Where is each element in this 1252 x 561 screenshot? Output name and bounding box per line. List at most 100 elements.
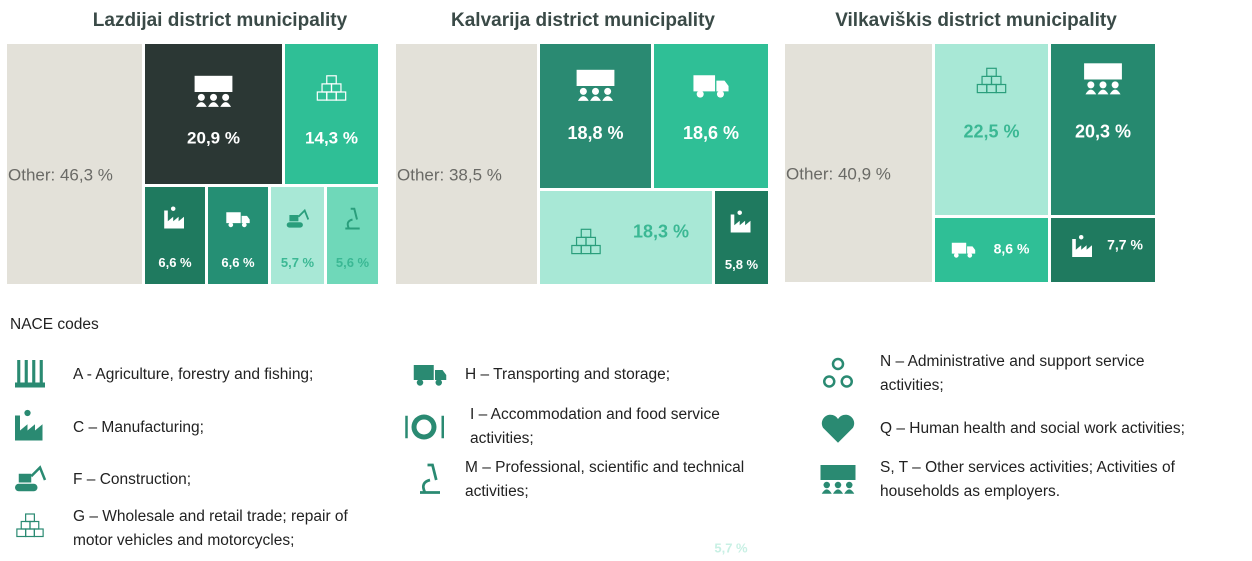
icon-part: [821, 489, 832, 494]
icon-part: [831, 357, 845, 371]
icon: [316, 75, 347, 101]
tile-label: 20,9 %: [187, 128, 240, 147]
treemap-tile: [145, 44, 282, 184]
tile-label: 18,8 %: [567, 123, 623, 143]
treemap-tile: [785, 44, 932, 282]
legend-text: N – Administrative and support service: [880, 353, 1144, 370]
icon-part: [716, 90, 724, 98]
icon-part: [228, 222, 234, 228]
icon-part: [951, 242, 976, 254]
legend-text: H – Transporting and storage;: [465, 366, 670, 383]
icon: [286, 208, 310, 228]
icon-part: [164, 210, 184, 229]
icon-part: [590, 96, 601, 101]
treemap-tile: [1051, 218, 1155, 282]
treemap-tile: [7, 44, 142, 284]
icon-part: [1111, 81, 1119, 89]
icon: [821, 414, 855, 443]
tile-label: Other: 46,3 %: [8, 165, 113, 184]
legend-text: G – Wholesale and retail trade; repair o…: [73, 508, 349, 525]
icon-part: [30, 465, 47, 481]
icon: [413, 365, 447, 386]
icon: [15, 360, 45, 388]
icon: [405, 414, 444, 440]
chart-title: Vilkaviškis district municipality: [835, 10, 1117, 31]
icon-part: [1085, 89, 1097, 95]
icon-part: [194, 75, 233, 92]
annotation: 5,7 %: [714, 540, 748, 555]
icon-part: [844, 489, 855, 494]
icon-part: [24, 409, 31, 417]
icon-part: [197, 93, 205, 101]
icon-part: [420, 463, 440, 494]
tile-label: 5,7 %: [281, 255, 315, 270]
icon-part: [18, 473, 32, 483]
chart-title: Kalvarija district municipality: [451, 10, 715, 31]
icon-part: [15, 415, 43, 441]
icon-part: [1099, 81, 1107, 89]
icon-part: [577, 96, 589, 101]
treemap-tile: [285, 44, 378, 184]
icon-part: [286, 222, 303, 228]
tile-label: 8,6 %: [994, 241, 1030, 257]
tile-label: 7,7 %: [1107, 237, 1143, 253]
icon-part: [335, 91, 347, 101]
tile-label: 14,3 %: [305, 128, 358, 147]
icon-part: [405, 415, 408, 439]
icon: [571, 228, 601, 255]
icon: [1084, 63, 1122, 95]
treemap-tile: [540, 44, 651, 188]
icon-part: [222, 93, 230, 101]
legend-text: F – Construction;: [73, 471, 191, 488]
icon-part: [579, 87, 587, 95]
icon: [16, 513, 44, 538]
legend-text: households as employers.: [880, 483, 1060, 500]
treemap-tile: [327, 187, 378, 284]
legend-title: NACE codes: [10, 316, 99, 333]
icon-part: [820, 465, 856, 480]
chart-title: Lazdijai district municipality: [93, 10, 348, 31]
icon-part: [413, 365, 447, 380]
icon-part: [995, 83, 1007, 94]
icon: [730, 210, 751, 233]
icon-part: [737, 210, 742, 215]
icon-part: [1078, 234, 1084, 240]
icon-part: [730, 214, 751, 233]
icon-part: [416, 379, 424, 386]
icon-part: [29, 520, 40, 530]
icon: [15, 409, 43, 441]
icon-part: [696, 90, 704, 98]
icon-part: [170, 206, 176, 211]
icon-part: [416, 419, 432, 435]
icon: [693, 75, 729, 98]
icon-part: [833, 489, 843, 494]
icon-part: [1097, 89, 1109, 95]
treemap-tile: [935, 44, 1048, 215]
icon: [820, 465, 856, 494]
icon-part: [1084, 63, 1122, 80]
icon: [951, 242, 976, 258]
icon-part: [834, 481, 842, 489]
icon-part: [823, 481, 830, 489]
icon-part: [435, 379, 442, 386]
icon-part: [220, 102, 232, 107]
icon-part: [209, 93, 218, 101]
icon-part: [1087, 81, 1095, 89]
icon: [226, 212, 250, 228]
icon-part: [576, 69, 615, 86]
icon-part: [20, 520, 31, 530]
treemap-tile: [654, 44, 768, 188]
tile-label: Other: 38,5 %: [397, 165, 502, 184]
treemap-tile: [145, 187, 205, 284]
icon: [420, 463, 440, 494]
icon-part: [1109, 89, 1121, 95]
legend-text: A - Agriculture, forestry and fishing;: [73, 366, 313, 383]
icon-part: [953, 253, 959, 258]
icon: [1072, 234, 1092, 257]
tile-label: 5,8 %: [725, 257, 759, 272]
tile-label: 18,6 %: [683, 123, 739, 143]
icon: [576, 69, 615, 101]
icon-part: [195, 102, 207, 107]
legend-text: activities;: [465, 483, 529, 500]
icon-part: [604, 87, 612, 95]
